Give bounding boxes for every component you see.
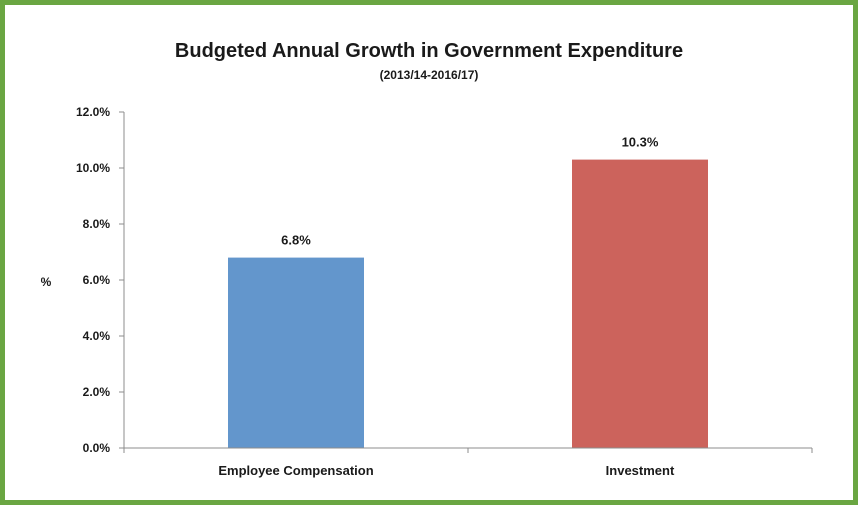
x-tick-label: Investment	[606, 463, 675, 478]
y-tick-label: 8.0%	[83, 217, 111, 231]
y-tick-label: 6.0%	[83, 273, 111, 287]
chart-title: Budgeted Annual Growth in Government Exp…	[175, 40, 683, 62]
y-tick-label: 12.0%	[76, 105, 110, 119]
y-tick-label: 2.0%	[83, 385, 111, 399]
data-label: 10.3%	[622, 135, 659, 150]
y-axis-label: %	[41, 275, 52, 289]
bar	[572, 159, 708, 448]
y-axis-ticks: 0.0% 2.0% 4.0% 6.0% 8.0% 10.0% 12.0%	[76, 105, 124, 455]
bars: 6.8% Employee Compensation 10.3% Investment	[218, 135, 708, 478]
x-tick-label: Employee Compensation	[218, 463, 373, 478]
y-tick-label: 4.0%	[83, 329, 111, 343]
axes	[123, 112, 813, 453]
data-label: 6.8%	[281, 233, 311, 248]
y-tick-label: 0.0%	[83, 441, 111, 455]
y-tick-label: 10.0%	[76, 161, 110, 175]
chart-subtitle: (2013/14-2016/17)	[380, 68, 479, 82]
bar	[228, 257, 364, 448]
